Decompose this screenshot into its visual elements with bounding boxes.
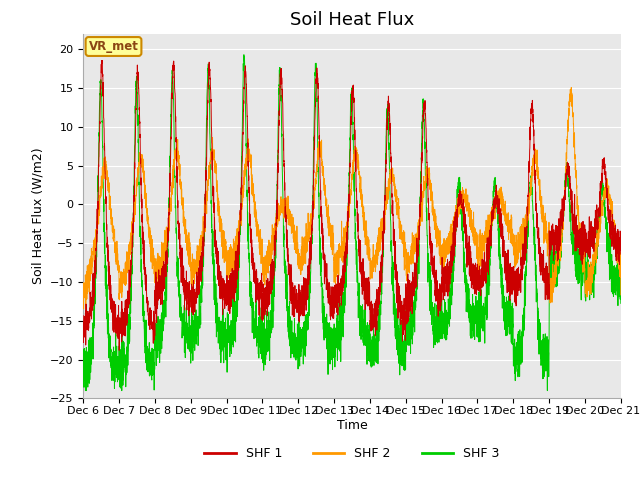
Title: Soil Heat Flux: Soil Heat Flux bbox=[290, 11, 414, 29]
Text: VR_met: VR_met bbox=[88, 40, 138, 53]
Y-axis label: Soil Heat Flux (W/m2): Soil Heat Flux (W/m2) bbox=[31, 148, 44, 284]
X-axis label: Time: Time bbox=[337, 419, 367, 432]
Legend: SHF 1, SHF 2, SHF 3: SHF 1, SHF 2, SHF 3 bbox=[199, 442, 505, 465]
